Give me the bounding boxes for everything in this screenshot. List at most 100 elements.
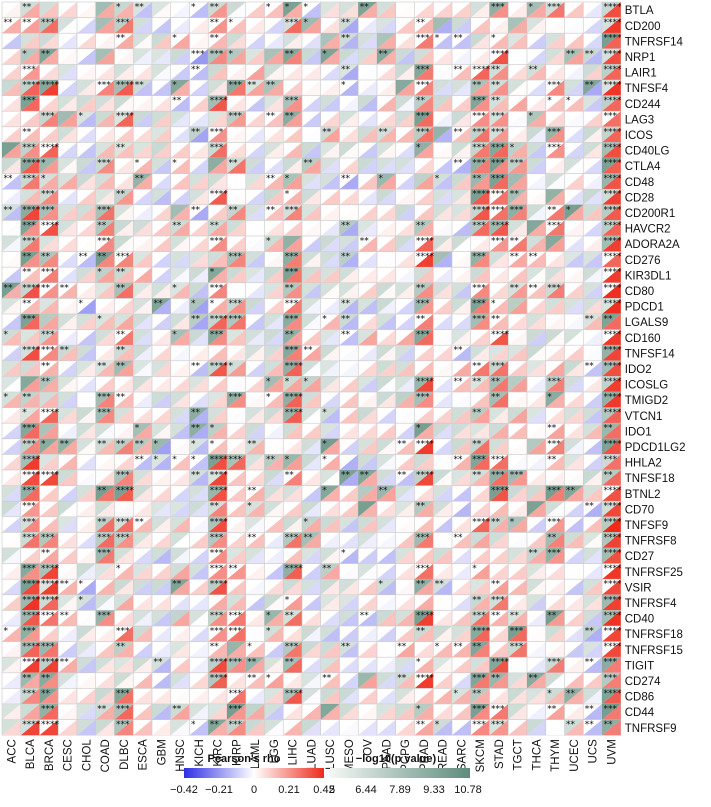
heatmap-cell — [320, 610, 340, 627]
heatmap-cell — [151, 282, 172, 299]
heatmap-cell — [151, 485, 172, 502]
p-triangle — [283, 95, 302, 112]
rho-triangle — [170, 2, 190, 18]
rho-triangle — [152, 48, 171, 65]
p-triangle — [527, 17, 546, 34]
rho-triangle — [77, 95, 96, 112]
heatmap-cell — [76, 173, 97, 190]
heatmap-cell — [20, 79, 40, 96]
heatmap-cell — [376, 95, 397, 112]
rho-triangle — [433, 64, 452, 80]
rho-triangle — [508, 64, 527, 80]
heatmap-cell — [114, 64, 134, 81]
heatmap-cell — [545, 64, 565, 81]
heatmap-cell — [320, 329, 340, 346]
heatmap-cell — [20, 32, 40, 50]
p-triangle — [602, 33, 621, 49]
heatmap-cell — [376, 235, 397, 252]
heatmap-cell — [451, 204, 472, 221]
rho-triangle — [489, 48, 509, 65]
rho-triangle — [170, 48, 190, 65]
heatmap-cell — [170, 251, 190, 268]
heatmap-cell — [76, 516, 97, 533]
heatmap-cell — [301, 407, 322, 424]
heatmap-cell — [451, 17, 472, 34]
p-triangle — [58, 17, 77, 34]
heatmap-cell — [20, 17, 40, 34]
heatmap-cell — [582, 469, 603, 486]
p-triangle — [133, 80, 152, 96]
heatmap-cell — [395, 656, 415, 674]
heatmap-cell — [432, 142, 453, 159]
rho-triangle — [2, 2, 21, 18]
heatmap-cell — [301, 220, 322, 237]
heatmap-cell — [395, 329, 415, 346]
heatmap-cell — [582, 48, 603, 65]
heatmap-cell — [1, 454, 22, 471]
heatmap-cell — [39, 1, 59, 18]
p-triangle — [414, 48, 434, 65]
p-triangle — [602, 48, 621, 65]
heatmap-cell — [301, 329, 322, 346]
heatmap-cell — [357, 391, 378, 408]
rho-triangle — [20, 111, 40, 127]
heatmap-cell — [245, 516, 265, 533]
heatmap-cell — [507, 110, 528, 128]
rho-triangle — [583, 2, 602, 18]
heatmap-cell — [170, 266, 190, 284]
heatmap-cell — [526, 641, 547, 658]
heatmap-cell — [564, 17, 584, 34]
rho-triangle — [283, 17, 302, 34]
heatmap-cell — [57, 110, 78, 128]
heatmap-cell — [489, 641, 509, 658]
heatmap-cell — [320, 79, 340, 96]
rho-triangle — [452, 48, 471, 65]
rho-triangle — [208, 64, 227, 80]
heatmap-cell — [207, 64, 228, 81]
p-triangle — [395, 95, 415, 112]
heatmap-cell — [189, 344, 209, 362]
heatmap-cell — [76, 376, 97, 393]
p-triangle — [508, 17, 527, 34]
heatmap-cell — [451, 298, 472, 315]
heatmap-cell — [432, 360, 453, 377]
heatmap-cell — [57, 516, 78, 533]
heatmap-cell — [451, 391, 472, 408]
heatmap-cell — [95, 173, 115, 190]
heatmap-cell — [245, 625, 265, 642]
p-triangle — [358, 2, 377, 18]
heatmap-cell — [470, 391, 490, 408]
rho-triangle — [339, 48, 359, 65]
heatmap-cell — [76, 204, 97, 221]
rho-triangle — [508, 80, 527, 96]
heatmap-cell — [432, 407, 453, 424]
rho-triangle — [283, 64, 302, 80]
heatmap-cell — [1, 563, 22, 580]
rho-triangle — [527, 80, 546, 96]
heatmap-cell — [376, 298, 397, 315]
rho-triangle — [95, 80, 115, 96]
rho-triangle — [170, 64, 190, 80]
heatmap-cell — [545, 48, 565, 65]
heatmap-cell — [451, 173, 472, 190]
heatmap-cell — [451, 95, 472, 112]
rho-triangle — [189, 80, 209, 96]
p-triangle — [208, 80, 227, 96]
heatmap-cell — [526, 298, 547, 315]
p-triangle — [602, 80, 621, 96]
heatmap-cell — [564, 220, 584, 237]
heatmap-cell — [189, 251, 209, 268]
heatmap-cell — [207, 251, 228, 268]
heatmap-cell — [57, 173, 78, 190]
heatmap-cell — [414, 173, 434, 190]
heatmap-cell — [39, 454, 59, 471]
heatmap-cell — [226, 532, 247, 549]
heatmap-cell — [189, 188, 209, 206]
heatmap-cell — [301, 485, 322, 502]
heatmap-cell — [601, 95, 622, 112]
p-triangle — [245, 80, 265, 96]
rho-triangle — [264, 80, 284, 96]
heatmap-cell — [432, 110, 453, 128]
rho-triangle — [602, 48, 621, 65]
heatmap-cell — [57, 188, 78, 206]
